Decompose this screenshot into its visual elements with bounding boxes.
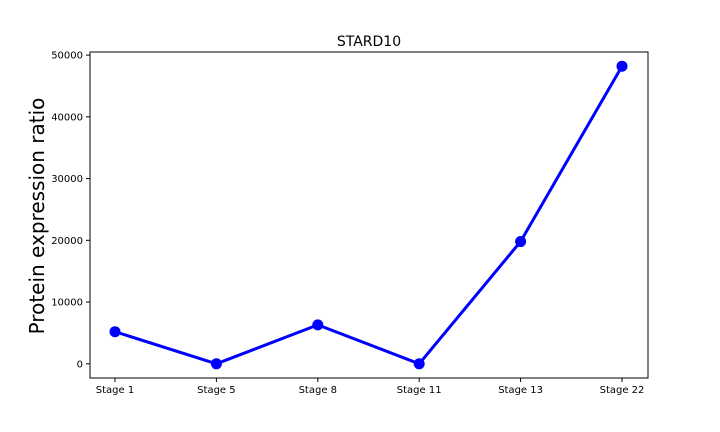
data-point [210, 358, 222, 370]
data-point [413, 358, 425, 370]
y-tick-label: 0 [77, 359, 83, 370]
data-point [515, 236, 527, 248]
y-tick-label: 10000 [51, 298, 83, 309]
y-axis: 0 10000 20000 30000 40000 50000 [51, 51, 90, 370]
x-axis: Stage 1 Stage 5 Stage 8 Stage 11 Stage 13 Sta… [96, 378, 645, 396]
y-tick-label: 40000 [51, 112, 83, 123]
y-tick-label: 30000 [51, 174, 83, 185]
y-tick-label: 20000 [51, 236, 83, 247]
series-line [114, 65, 624, 366]
chart-title: STARD10 [337, 34, 401, 50]
x-tick-label: Stage 13 [498, 385, 543, 396]
data-point [109, 326, 121, 338]
data-point [616, 60, 628, 72]
x-tick-label: Stage 8 [299, 385, 337, 396]
data-point [312, 319, 324, 331]
plot-area-frame [89, 51, 649, 379]
x-tick-label: Stage 1 [96, 385, 134, 396]
x-tick-label: Stage 5 [197, 385, 235, 396]
x-tick-label: Stage 11 [397, 385, 442, 396]
y-tick-label: 50000 [51, 51, 83, 62]
series-layer [109, 60, 628, 370]
x-tick-label: Stage 22 [600, 385, 645, 396]
y-axis-label: Protein expression ratio [25, 98, 49, 335]
